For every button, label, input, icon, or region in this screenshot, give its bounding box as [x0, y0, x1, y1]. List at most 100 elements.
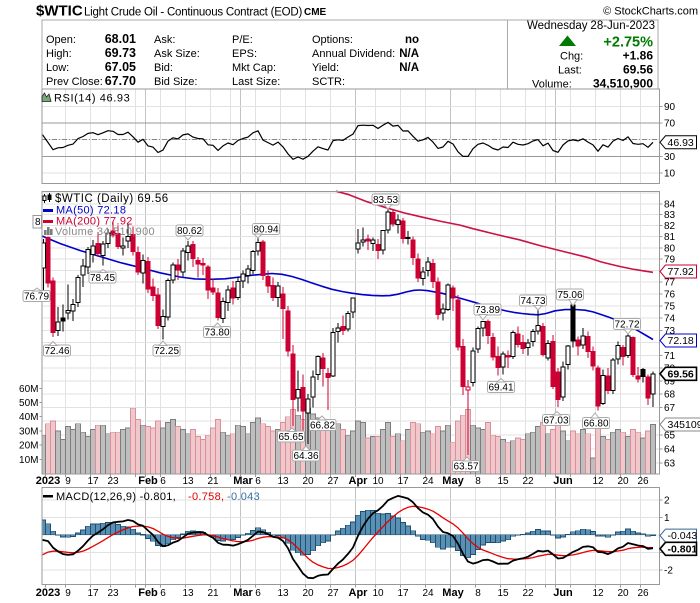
- svg-text:13: 13: [277, 588, 289, 599]
- svg-text:N/A: N/A: [399, 62, 419, 74]
- svg-text:20M: 20M: [19, 441, 38, 452]
- svg-text:-0.043: -0.043: [668, 530, 698, 542]
- svg-text:77: 77: [664, 278, 676, 289]
- svg-text:71: 71: [664, 351, 676, 362]
- svg-text:10: 10: [372, 588, 384, 599]
- svg-text:67.05: 67.05: [105, 60, 136, 74]
- svg-text:+2.75%: +2.75%: [603, 35, 653, 51]
- svg-text:Mkt Cap:: Mkt Cap:: [232, 62, 276, 74]
- svg-text:20: 20: [617, 476, 629, 487]
- svg-text:2023: 2023: [36, 475, 60, 487]
- svg-text:Low:: Low:: [46, 62, 69, 74]
- svg-text:Ask Size:: Ask Size:: [154, 48, 200, 60]
- svg-text:77.92: 77.92: [668, 266, 694, 278]
- svg-text:27: 27: [327, 476, 339, 487]
- svg-text:60M: 60M: [19, 384, 38, 395]
- svg-text:46.93: 46.93: [668, 137, 694, 149]
- svg-text:73.89: 73.89: [475, 305, 500, 316]
- svg-text:High:: High:: [46, 48, 72, 60]
- svg-text:27: 27: [327, 588, 339, 599]
- svg-text:May: May: [442, 475, 464, 487]
- svg-text:SCTR:: SCTR:: [312, 76, 345, 88]
- svg-text:6: 6: [160, 476, 166, 487]
- svg-text:EPS:: EPS:: [232, 48, 257, 60]
- svg-text:Light Crude Oil - Continuous C: Light Crude Oil - Continuous Contract (E…: [84, 7, 302, 19]
- svg-text:Options:: Options:: [312, 34, 353, 46]
- svg-text:MACD(12,26,9) -0.801,: MACD(12,26,9) -0.801,: [56, 491, 176, 503]
- svg-text:Mar: Mar: [233, 587, 253, 599]
- svg-text:69.73: 69.73: [105, 46, 136, 60]
- svg-text:-2: -2: [664, 565, 673, 576]
- svg-text:20: 20: [302, 588, 314, 599]
- svg-text:72.72: 72.72: [614, 320, 639, 331]
- svg-text:24: 24: [422, 476, 434, 487]
- svg-text:17: 17: [87, 476, 99, 487]
- svg-text:72.25: 72.25: [154, 346, 179, 357]
- svg-text:Last Size:: Last Size:: [232, 76, 280, 88]
- svg-text:13: 13: [277, 476, 289, 487]
- svg-text:6: 6: [255, 588, 261, 599]
- svg-text:30M: 30M: [19, 426, 38, 437]
- svg-text:68: 68: [664, 390, 676, 401]
- svg-text:10: 10: [664, 169, 676, 180]
- svg-text:72.18: 72.18: [668, 335, 694, 347]
- svg-text:79: 79: [664, 255, 676, 266]
- svg-text:10M: 10M: [19, 455, 38, 466]
- svg-text:69: 69: [664, 377, 676, 388]
- svg-text:67: 67: [664, 403, 676, 414]
- svg-text:70: 70: [664, 119, 676, 130]
- svg-text:80.62: 80.62: [177, 226, 202, 237]
- svg-text:73: 73: [664, 326, 676, 337]
- svg-text:15: 15: [497, 588, 509, 599]
- svg-text:Apr: Apr: [349, 475, 369, 487]
- svg-text:28-Jun-2023: 28-Jun-2023: [590, 20, 655, 32]
- svg-text:13: 13: [182, 588, 194, 599]
- svg-text:Yield:: Yield:: [312, 62, 339, 74]
- svg-text:Prev Close:: Prev Close:: [46, 76, 103, 88]
- svg-text:50M: 50M: [19, 398, 38, 409]
- svg-text:Feb: Feb: [138, 587, 158, 599]
- svg-text:MA(50) 72.18: MA(50) 72.18: [56, 205, 126, 217]
- svg-text:80: 80: [664, 243, 676, 254]
- svg-text:Jun: Jun: [553, 475, 573, 487]
- svg-text:6: 6: [160, 588, 166, 599]
- svg-text:34,510,900: 34,510,900: [593, 77, 653, 91]
- svg-text:66.82: 66.82: [310, 421, 335, 432]
- svg-text:72.46: 72.46: [44, 346, 69, 357]
- svg-text:74.73: 74.73: [520, 296, 545, 307]
- svg-text:34510900: 34510900: [668, 419, 700, 431]
- svg-text:-0.758,: -0.758,: [188, 491, 224, 503]
- svg-text:6: 6: [255, 476, 261, 487]
- svg-text:21: 21: [207, 476, 219, 487]
- svg-text:10: 10: [372, 476, 384, 487]
- svg-text:Annual Dividend:: Annual Dividend:: [312, 48, 395, 60]
- svg-text:69.56: 69.56: [623, 63, 653, 77]
- svg-text:69.41: 69.41: [488, 383, 513, 394]
- svg-text:66.80: 66.80: [583, 419, 608, 430]
- svg-text:Bid:: Bid:: [154, 62, 173, 74]
- svg-text:Feb: Feb: [138, 475, 158, 487]
- svg-text:64: 64: [664, 444, 676, 455]
- svg-text:90: 90: [664, 102, 676, 113]
- svg-text:63.57: 63.57: [453, 462, 478, 473]
- svg-text:67.03: 67.03: [543, 416, 568, 427]
- svg-text:Ask:: Ask:: [154, 34, 175, 46]
- svg-text:76: 76: [664, 290, 676, 301]
- svg-text:9: 9: [65, 476, 71, 487]
- svg-text:75: 75: [664, 301, 676, 312]
- svg-text:22: 22: [522, 476, 534, 487]
- svg-text:80.94: 80.94: [253, 225, 278, 236]
- svg-text:RSI(14) 46.93: RSI(14) 46.93: [54, 93, 130, 105]
- svg-text:P/E:: P/E:: [232, 34, 253, 46]
- svg-text:17: 17: [87, 588, 99, 599]
- svg-text:Chg:: Chg:: [560, 51, 583, 63]
- svg-text:no: no: [405, 34, 419, 46]
- svg-text:2: 2: [664, 495, 670, 506]
- svg-text:40M: 40M: [19, 412, 38, 423]
- svg-text:17: 17: [397, 588, 409, 599]
- svg-text:Volume:: Volume:: [532, 79, 572, 91]
- svg-text:-0.043: -0.043: [227, 491, 260, 503]
- svg-text:MA(200) 77.92: MA(200) 77.92: [56, 216, 133, 228]
- svg-text:23: 23: [107, 476, 119, 487]
- svg-text:Wednesday: Wednesday: [527, 20, 588, 32]
